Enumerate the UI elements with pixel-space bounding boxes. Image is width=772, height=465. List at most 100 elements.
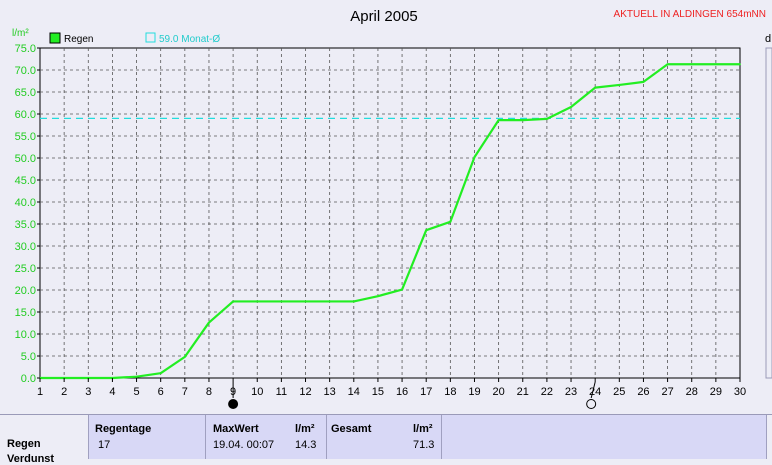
gesamt-cell: Gesamt l/m² 71.3: [326, 415, 441, 459]
y-tick-label: 40.0: [15, 197, 36, 209]
station-label: AKTUELL IN ALDINGEN 654mNN: [614, 9, 766, 20]
x-tick-label: 6: [158, 386, 164, 398]
x-tick-label: 26: [637, 386, 649, 398]
y-axis-label: l/m²: [12, 28, 29, 39]
data-point: [159, 372, 162, 375]
y-tick-label: 0.0: [21, 373, 36, 385]
data-point: [449, 220, 452, 223]
x-tick-label: 24: [589, 386, 601, 398]
series-line-regen: [40, 63, 740, 380]
x-tick-label: 18: [444, 386, 456, 398]
x-tick-label: 11: [276, 386, 287, 398]
right-scrollbar-stub[interactable]: [765, 47, 772, 379]
maxwert-header: MaxWert: [213, 423, 259, 435]
y-tick-label: 35.0: [15, 219, 36, 231]
data-point: [352, 300, 355, 303]
right-axis-label: d: [765, 33, 771, 45]
summary-panel: Regen Verdunst Regentage 17 MaxWert l/m²…: [0, 414, 772, 465]
x-tick-label: 5: [133, 386, 139, 398]
x-tick-label: 22: [541, 386, 553, 398]
data-point: [497, 119, 500, 122]
regentage-cell: Regentage 17: [88, 415, 205, 459]
x-tick-label: 12: [299, 386, 311, 398]
full-moon-tick: [590, 381, 596, 399]
x-tick-label: 14: [348, 386, 360, 398]
y-tick-label: 75.0: [15, 43, 36, 55]
y-tick-label: 10.0: [15, 329, 36, 341]
x-tick-label: 3: [85, 386, 91, 398]
data-point: [521, 119, 524, 122]
x-tick-label: 23: [565, 386, 577, 398]
row-label-second: Verdunst: [7, 453, 55, 465]
x-tick-label: 16: [396, 386, 408, 398]
data-point: [304, 300, 307, 303]
regentage-value: 17: [98, 439, 111, 451]
x-tick-label: 13: [324, 386, 336, 398]
moon-markers: [228, 381, 597, 409]
legend-regen-swatch: [49, 32, 61, 44]
y-tick-label: 45.0: [15, 175, 36, 187]
y-tick-label: 70.0: [15, 65, 36, 77]
new-moon-icon: [228, 399, 239, 409]
x-tick-label: 28: [686, 386, 698, 398]
data-point: [690, 63, 693, 66]
data-point: [739, 63, 741, 66]
plot-area: [39, 47, 741, 379]
y-tick-label: 20.0: [15, 285, 36, 297]
data-point: [425, 229, 428, 232]
gesamt-value: 71.3: [413, 439, 435, 451]
x-tick-label: 29: [710, 386, 722, 398]
y-tick-label: 25.0: [15, 263, 36, 275]
data-point: [256, 300, 259, 303]
data-point: [401, 288, 403, 291]
data-point: [666, 63, 669, 66]
x-tick-label: 8: [206, 386, 212, 398]
x-tick-label: 25: [613, 386, 625, 398]
x-tick-label: 27: [661, 386, 673, 398]
y-tick-label: 30.0: [15, 241, 36, 253]
empty-cell: [441, 415, 766, 459]
x-tick-label: 17: [420, 386, 432, 398]
y-tick-label: 60.0: [15, 109, 36, 121]
y-tick-label: 50.0: [15, 153, 36, 165]
y-tick-label: 55.0: [15, 131, 36, 143]
rain-chart: April 2005 AKTUELL IN ALDINGEN 654mNN l/…: [12, 8, 772, 409]
y-tick-label: 65.0: [15, 87, 36, 99]
legend-monthly-avg-swatch: [145, 32, 156, 43]
x-tick-label: 15: [372, 386, 384, 398]
legend-regen-label: Regen: [64, 34, 93, 45]
data-point: [232, 300, 235, 303]
maxwert-cell: MaxWert l/m² 19.04. 00:07 14.3: [205, 415, 326, 459]
x-tick-label: 20: [492, 386, 504, 398]
data-point: [208, 321, 210, 324]
data-point: [714, 63, 717, 66]
row-label-regen: Regen: [7, 438, 41, 450]
full-moon-icon: [586, 399, 597, 409]
gesamt-unit-header: l/m²: [413, 423, 433, 435]
gesamt-header: Gesamt: [331, 423, 372, 435]
x-tick-label: 7: [182, 386, 188, 398]
x-tick-label: 30: [734, 386, 746, 398]
series-layer: [39, 63, 741, 380]
regentage-header: Regentage: [95, 423, 152, 435]
data-point: [570, 106, 572, 108]
legend-monthly-avg-label: 59.0 Monat-Ø: [159, 34, 220, 45]
data-point: [135, 375, 138, 378]
chart-title: April 2005: [350, 8, 418, 25]
data-point: [183, 355, 186, 358]
grid: [40, 48, 740, 378]
x-tick-label: 10: [251, 386, 263, 398]
y-tick-label: 15.0: [15, 307, 36, 319]
data-point: [328, 300, 331, 303]
data-point: [377, 295, 379, 298]
y-tick-label: 5.0: [21, 351, 36, 363]
maxwert-value: 14.3: [295, 439, 317, 451]
panel-scroll-stub[interactable]: [766, 415, 772, 459]
data-point: [594, 86, 597, 89]
data-point: [280, 300, 283, 303]
x-tick-label: 4: [109, 386, 115, 398]
maxwert-time: 19.04. 00:07: [213, 439, 275, 451]
data-point: [473, 156, 476, 159]
x-tick-label: 19: [468, 386, 480, 398]
x-tick-label: 21: [517, 386, 529, 398]
